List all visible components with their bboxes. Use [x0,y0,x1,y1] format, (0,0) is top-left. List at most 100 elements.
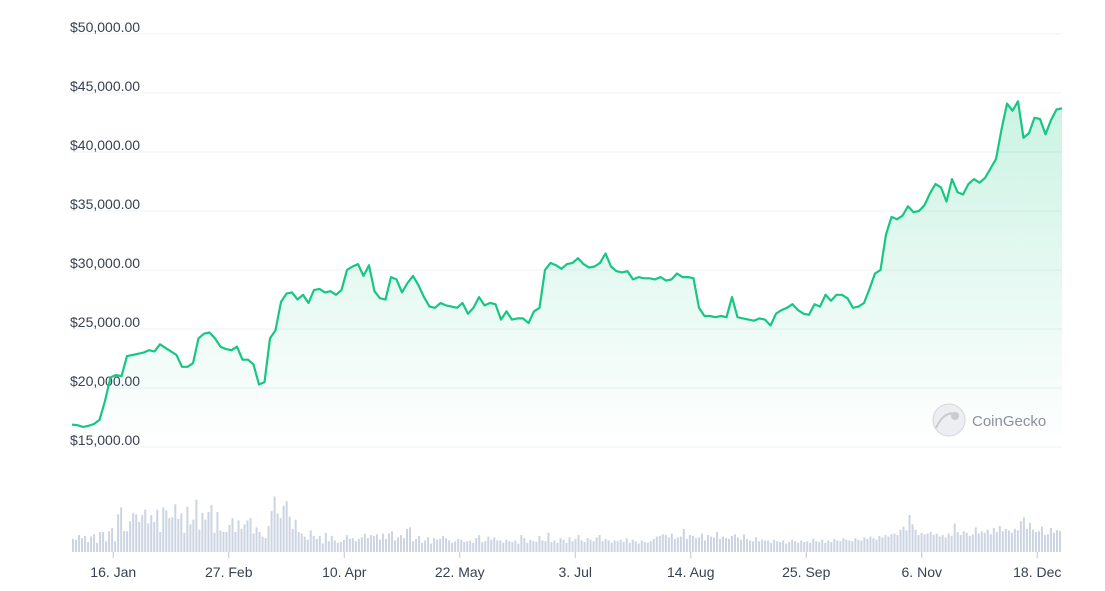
x-tick-label: 27. Feb [205,564,253,580]
volume-bar [905,530,908,552]
volume-bar [1034,531,1037,552]
coingecko-watermark: CoinGecko [932,403,1046,437]
y-tick-label: $30,000.00 [70,255,140,271]
volume-bar [96,542,99,552]
volume-bar [574,538,577,552]
volume-bar [463,541,466,552]
volume-bar [457,538,460,552]
volume-bar [794,541,797,552]
volume-bar [995,531,998,552]
volume-bar [980,531,983,552]
volume-bar [616,541,619,552]
y-tick-label: $40,000.00 [70,137,140,153]
volume-bar [321,543,324,552]
volume-bar [770,542,773,552]
volume-bar [406,528,409,552]
volume-bar [673,538,676,552]
volume-bar [974,527,977,552]
volume-bar [767,540,770,552]
volume-bar [824,542,827,552]
volume-bar [258,531,261,552]
volume-bar [989,534,992,552]
volume-bar [727,538,730,552]
volume-bar [499,540,502,552]
volume-bar [628,542,631,552]
volume-bar [1007,530,1010,552]
volume-bar [294,519,297,552]
volume-bar [336,542,339,552]
volume-bar [324,532,327,552]
volume-bar [655,536,658,552]
volume-bar [123,531,126,552]
volume-bar [538,535,541,552]
x-tick-label: 6. Nov [902,564,942,580]
x-tick-label: 14. Aug [667,564,715,580]
volume-bar [791,539,794,552]
volume-bar [216,511,219,552]
volume-bar [607,540,610,552]
volume-bar [848,540,851,552]
volume-bar [75,539,78,552]
volume-bar [189,524,192,552]
volume-bar [318,535,321,552]
volume-bar [703,540,706,552]
volume-bar [436,539,439,552]
volume-bar [424,540,427,552]
volume-bar [213,532,216,552]
volume-bar [920,532,923,552]
volume-bar [1052,532,1055,552]
volume-bar [863,537,866,552]
volume-bar [1016,530,1019,552]
volume-bar [153,521,156,552]
volume-bar [935,533,938,552]
volume-bar [755,537,758,552]
volume-bar [484,541,487,552]
volume-bar [357,538,360,552]
volume-bar [821,539,824,552]
volume-bar [899,529,902,552]
volume-bar [114,541,117,552]
volume-bar [634,541,637,552]
volume-bar [312,535,315,552]
volume-bar [541,540,544,552]
volume-bar [141,515,144,552]
volume-bar [553,540,556,552]
volume-bar [132,512,135,552]
volume-bar [204,519,207,552]
volume-bar [547,532,550,552]
volume-bar [1031,529,1034,552]
volume-bar [222,531,225,552]
volume-bar [390,531,393,552]
volume-bar [827,540,830,552]
volume-bar [752,541,755,552]
volume-bar [475,538,478,552]
volume-bar [715,531,718,552]
volume-bar [159,531,162,552]
volume-bar [740,539,743,552]
volume-bar [610,542,613,552]
volume-bar [977,533,980,552]
volume-bar [806,541,809,552]
volume-bar [171,517,174,552]
volume-bar [887,536,890,552]
volume-bar [306,539,309,552]
volume-bar [460,539,463,552]
volume-bar [694,538,697,552]
volume-bar [433,538,436,552]
volume-bar [526,542,529,552]
volume-bar [1058,531,1061,552]
volume-bar [285,501,288,552]
volume-bar [664,535,667,552]
volume-bar [333,540,336,552]
volume-bar [243,524,246,552]
volume-bar [776,541,779,552]
volume-bar [878,535,881,552]
volume-bar [788,541,791,552]
volume-bar [923,534,926,552]
volume-bar [517,543,520,552]
volume-bar [1013,528,1016,552]
volume-bar [625,538,628,552]
volume-bar [562,539,565,552]
volume-bar [860,540,863,552]
